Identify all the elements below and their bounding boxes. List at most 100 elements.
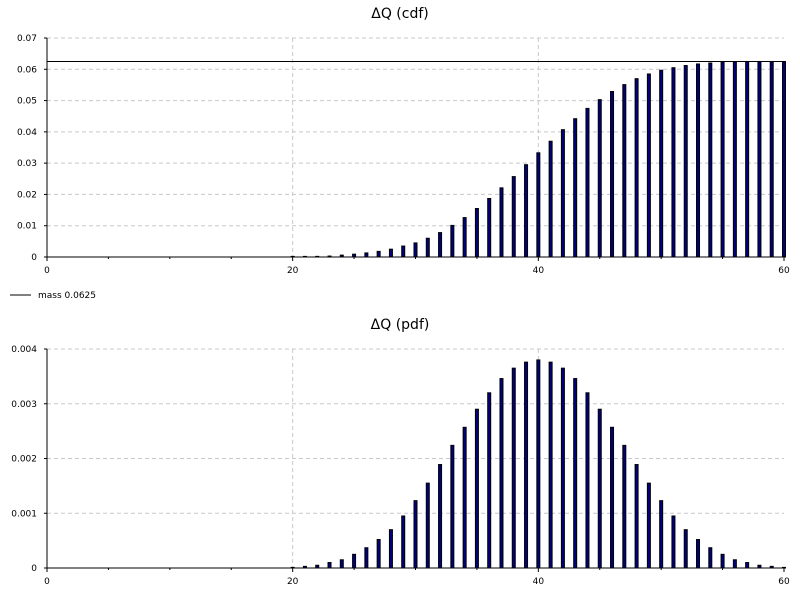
- cdf-bar: [573, 118, 578, 258]
- legend-label: mass 0.0625: [38, 291, 96, 301]
- pdf-bar: [732, 559, 737, 569]
- pdf-y-tick-label: 0.001: [11, 509, 37, 519]
- pdf-y-tick-label: 0.002: [11, 455, 37, 465]
- cdf-bar: [511, 176, 516, 258]
- cdf-bar: [622, 84, 627, 258]
- pdf-bar: [634, 464, 639, 569]
- pdf-bar: [622, 444, 627, 569]
- pdf-bar: [352, 553, 357, 569]
- pdf-bar: [339, 559, 344, 569]
- cdf-chart: ΔQ (cdf) 0 20 40 60 0 0.01 0.02 0.03 0.04 0.05 0.0…: [10, 6, 790, 301]
- pdf-bar: [499, 378, 504, 569]
- cdf-bar: [413, 242, 418, 258]
- cdf-bar: [732, 61, 737, 258]
- cdf-bar: [610, 90, 615, 258]
- pdf-bar: [425, 482, 430, 569]
- pdf-chart: ΔQ (pdf) 0 20 40 60 0 0.001 0.002 0.003 0.004: [11, 317, 790, 587]
- pdf-bar: [683, 529, 688, 569]
- cdf-x-tick-label: 40: [533, 266, 545, 276]
- cdf-bar: [646, 73, 651, 258]
- pdf-x-tick-label: 0: [44, 577, 50, 587]
- pdf-bar: [401, 515, 406, 569]
- pdf-x-tick-label: 40: [533, 577, 545, 587]
- cdf-bar: [757, 60, 762, 258]
- pdf-bar: [696, 539, 701, 569]
- cdf-y-tick-label: 0.05: [17, 97, 37, 107]
- cdf-y-tick-label: 0.02: [17, 190, 37, 200]
- cdf-bar: [769, 60, 774, 258]
- cdf-bar: [376, 250, 381, 258]
- cdf-bar: [671, 67, 676, 258]
- pdf-bar: [671, 515, 676, 569]
- cdf-legend: mass 0.0625: [10, 291, 96, 301]
- cdf-x-tick-label: 20: [287, 266, 299, 276]
- cdf-y-tick-label: 0.04: [17, 128, 37, 138]
- pdf-bar: [536, 359, 541, 569]
- cdf-bar: [696, 63, 701, 258]
- pdf-bar: [573, 378, 578, 569]
- cdf-bar: [708, 62, 713, 258]
- cdf-bar: [597, 99, 602, 258]
- pdf-x-tick-label: 20: [287, 577, 299, 587]
- cdf-x-tick-label: 60: [778, 266, 790, 276]
- pdf-bar: [462, 426, 467, 569]
- pdf-bar: [438, 464, 443, 569]
- pdf-x-tick-label: 60: [778, 577, 790, 587]
- cdf-bar: [388, 248, 393, 258]
- cdf-y-tick-label: 0.07: [17, 34, 37, 44]
- cdf-bar: [499, 187, 504, 258]
- pdf-tick-labels: 0 20 40 60 0 0.001 0.002 0.003 0.004: [11, 345, 790, 587]
- pdf-bar: [524, 361, 529, 569]
- cdf-bar: [450, 224, 455, 258]
- cdf-bar: [536, 152, 541, 258]
- cdf-axes: [44, 37, 785, 261]
- pdf-bar: [548, 361, 553, 569]
- pdf-bar: [708, 547, 713, 569]
- pdf-y-tick-label: 0.003: [11, 400, 37, 410]
- cdf-bar: [560, 129, 565, 258]
- cdf-bar: [720, 61, 725, 258]
- pdf-bar: [364, 547, 369, 569]
- pdf-chart-title: ΔQ (pdf): [371, 317, 430, 333]
- cdf-chart-title: ΔQ (cdf): [371, 6, 428, 22]
- pdf-axes: [44, 348, 785, 572]
- cdf-y-tick-label: 0.01: [17, 222, 37, 232]
- pdf-bar: [745, 562, 750, 569]
- cdf-bar: [634, 78, 639, 258]
- cdf-tick-labels: 0 20 40 60 0 0.01 0.02 0.03 0.04 0.05 0.06 0.07: [17, 34, 790, 276]
- cdf-bar: [585, 107, 590, 258]
- cdf-x-tick-label: 0: [44, 266, 50, 276]
- pdf-y-tick-label: 0.004: [11, 345, 37, 355]
- cdf-bar: [782, 60, 786, 258]
- pdf-bar: [450, 444, 455, 569]
- pdf-bar: [474, 408, 479, 569]
- cdf-bar: [438, 232, 443, 258]
- pdf-y-tick-label: 0: [31, 564, 37, 574]
- pdf-bar: [376, 539, 381, 569]
- pdf-bar: [597, 408, 602, 569]
- pdf-bar: [659, 500, 664, 569]
- cdf-bar: [474, 208, 479, 258]
- cdf-bar: [683, 65, 688, 258]
- cdf-y-tick-label: 0.06: [17, 65, 37, 75]
- cdf-bar: [487, 197, 492, 258]
- pdf-bar: [720, 553, 725, 569]
- pdf-bar: [610, 426, 615, 569]
- cdf-bar: [425, 237, 430, 258]
- cdf-bar: [401, 245, 406, 258]
- pdf-bar: [585, 392, 590, 569]
- cdf-bar: [462, 217, 467, 258]
- cdf-bar: [548, 140, 553, 258]
- cdf-y-tick-label: 0.03: [17, 159, 37, 169]
- cdf-y-tick-label: 0: [31, 253, 37, 263]
- pdf-bar: [487, 392, 492, 569]
- pdf-bar: [560, 367, 565, 569]
- pdf-bars: [290, 359, 786, 569]
- cdf-bar: [745, 60, 750, 258]
- pdf-bar: [646, 482, 651, 569]
- cdf-bar: [364, 252, 369, 258]
- pdf-bar: [327, 562, 332, 569]
- cdf-bar: [659, 69, 664, 258]
- cdf-bar: [524, 164, 529, 258]
